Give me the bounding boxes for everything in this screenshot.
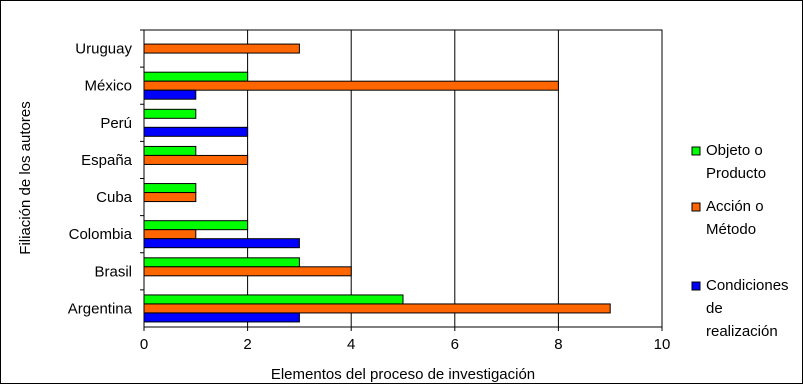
x-tick-label: 4 — [347, 336, 355, 353]
category-label: México — [84, 78, 132, 95]
bar — [143, 192, 197, 203]
bar — [143, 145, 197, 156]
bar — [143, 229, 197, 240]
legend-label: de — [706, 300, 723, 317]
category-label: Argentina — [68, 300, 133, 317]
bar — [143, 71, 249, 82]
x-tick-label: 8 — [554, 336, 562, 353]
category-label: España — [81, 152, 133, 169]
bar — [143, 312, 300, 323]
x-tick-label: 0 — [140, 336, 148, 353]
category-label: Perú — [100, 115, 132, 132]
bar — [143, 294, 404, 305]
legend-label: Acción o — [706, 198, 764, 215]
bar — [143, 154, 249, 165]
bar — [143, 126, 249, 137]
bar — [143, 220, 249, 231]
legend-label: Condiciones — [706, 277, 789, 294]
category-label: Colombia — [69, 226, 133, 243]
bar — [143, 80, 559, 91]
x-tick-label: 2 — [243, 336, 251, 353]
bar — [143, 257, 300, 268]
x-tick-labels: 0 2 4 6 8 10 — [140, 336, 671, 353]
category-label: Cuba — [96, 189, 133, 206]
category-label: Brasil — [94, 263, 132, 280]
bar — [143, 238, 300, 249]
bar — [143, 108, 197, 119]
category-labels: Uruguay México Perú España Cuba Colombia Brasi… — [68, 41, 133, 318]
bar — [143, 303, 611, 314]
x-tick-label: 6 — [451, 336, 459, 353]
y-axis-title: Filiación de los autores — [17, 101, 34, 254]
legend-label: Método — [706, 221, 756, 238]
bar — [143, 266, 352, 277]
bar — [143, 89, 197, 100]
legend-swatch — [691, 146, 701, 156]
bar — [143, 183, 197, 194]
legend-label: realización — [706, 323, 778, 340]
legend-swatch — [691, 281, 701, 291]
category-label: Uruguay — [75, 41, 132, 58]
x-tick-label: 10 — [654, 336, 671, 353]
legend-label: Producto — [706, 165, 766, 182]
legend-label: Objeto o — [706, 142, 763, 159]
x-axis-title: Elementos del proceso de investigación — [271, 366, 535, 383]
legend-swatch — [691, 202, 701, 212]
legend: Objeto o Producto Acción o Método Condicione… — [691, 142, 789, 340]
bar — [143, 43, 300, 54]
bars — [143, 43, 611, 323]
